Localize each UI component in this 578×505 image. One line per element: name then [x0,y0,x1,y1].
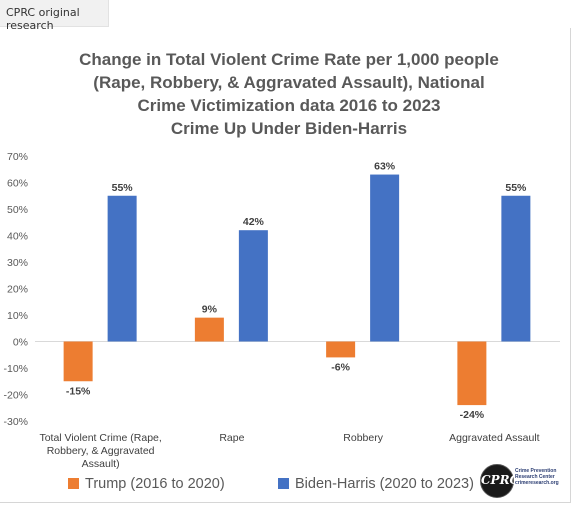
legend-swatch-biden-harris [278,478,289,489]
legend-swatch-trump [68,478,79,489]
cprc-logo: CPRC Crime Prevention Research Center cr… [480,464,559,498]
bar-biden-harris [501,195,531,342]
source-tag-text: CPRC original research [6,6,80,32]
logo-text-line-1: Crime Prevention [515,468,557,474]
legend-item-trump: Trump (2016 to 2020) [68,476,225,496]
y-tick-label: 50% [7,204,28,216]
chart-title-line-2: (Rape, Robbery, & Aggravated Assault), N… [93,73,485,92]
legend-label-trump: Trump (2016 to 2020) [85,476,225,492]
y-tick-label: 30% [7,257,28,269]
y-tick-label: -10% [3,363,28,375]
logo-emblem: CPRC [480,464,520,498]
y-tick-label: 20% [7,284,28,296]
y-tick-label: -20% [3,390,28,402]
chart-title-line-3: Crime Victimization data 2016 to 2023 [137,96,441,115]
y-tick-label: 70% [7,151,28,163]
chart-frame [0,28,571,503]
x-category-label: Robbery, & Aggravated [47,445,155,457]
x-category-label: Assault) [82,458,120,470]
bar-trump [457,341,487,406]
y-tick-label: 10% [7,310,28,322]
data-label: -24% [460,409,485,421]
x-category-label: Total Violent Crime (Rape, [39,432,161,444]
data-label: 42% [243,216,265,228]
bar-trump [194,317,224,342]
x-category-label: Robbery [343,432,383,444]
data-label: 55% [112,182,134,194]
y-tick-label: 60% [7,178,28,190]
bar-biden-harris [107,195,137,342]
bar-biden-harris [370,174,400,342]
y-tick-label: 0% [13,337,28,349]
legend-label-biden-harris: Biden-Harris (2020 to 2023) [295,476,474,492]
bar-trump [63,341,93,382]
bar-trump [326,341,356,358]
chart-title-line-1: Change in Total Violent Crime Rate per 1… [79,50,499,69]
data-label: -6% [331,361,350,373]
data-label: 9% [202,304,218,316]
logo-initials: CPRC [481,473,520,487]
x-category-label: Rape [219,432,244,444]
source-tag: CPRC original research [0,0,109,32]
logo-text-line-2: Research Center [515,474,555,480]
y-tick-label: 40% [7,231,28,243]
legend-item-biden-harris: Biden-Harris (2020 to 2023) [278,476,474,496]
data-label: -15% [66,385,91,397]
chart-title: Change in Total Violent Crime Rate per 1… [0,48,578,140]
data-label: 63% [374,161,396,173]
logo-text-line-3: crimeresearch.org [515,480,559,486]
data-label: 55% [505,182,527,194]
logo-text: Crime Prevention Research Center crimere… [515,468,559,486]
x-category-label: Aggravated Assault [449,432,540,444]
bar-biden-harris [238,230,268,342]
y-tick-label: -30% [3,416,28,428]
chart-title-line-4: Crime Up Under Biden-Harris [170,119,408,138]
